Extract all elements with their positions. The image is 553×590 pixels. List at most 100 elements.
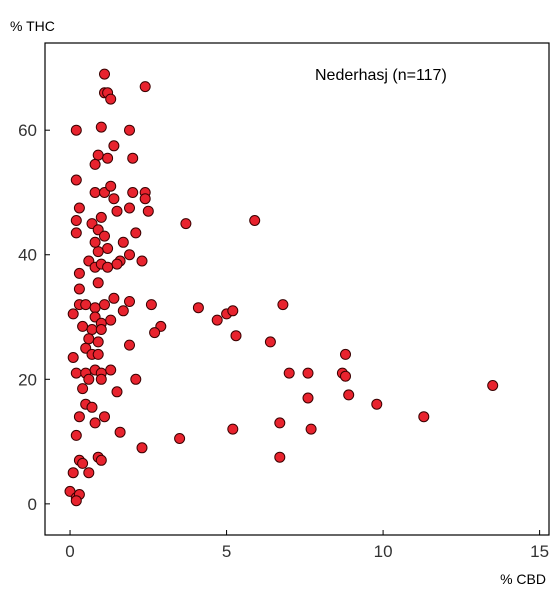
data-point [70,429,82,441]
data-point [108,140,120,152]
data-point [70,495,82,507]
data-point [92,246,104,258]
data-point [92,348,104,360]
x-axis-label: % CBD [500,571,546,587]
data-point [92,336,104,348]
data-point [95,324,107,335]
data-point [73,283,85,295]
x-tick-label: 15 [530,542,549,561]
data-point [108,193,120,205]
data-point [67,308,79,320]
x-tick-label: 0 [65,542,74,561]
data-point [99,230,110,242]
data-point [139,81,151,93]
data-point [83,467,95,479]
data-point [127,187,139,198]
data-point [99,411,110,423]
data-point [136,255,148,267]
data-point [70,227,82,239]
data-point [136,442,148,454]
data-point [117,305,129,317]
data-point [92,277,104,289]
data-point [105,180,117,192]
data-point [73,202,85,214]
data-point [73,411,85,423]
data-point [102,261,114,273]
data-point [83,373,95,385]
data-point [89,158,101,170]
data-point [95,121,107,133]
data-point [111,386,123,398]
data-point [83,333,95,345]
data-point [227,423,239,435]
data-point [117,236,129,248]
data-point [111,205,123,217]
data-point [139,193,151,205]
data-point [302,367,314,379]
data-point [95,454,107,466]
data-point [274,451,286,463]
data-point [70,174,82,186]
data-point [487,380,499,391]
data-point [99,68,110,80]
data-point [102,243,114,254]
data-point [124,124,135,136]
data-point [274,417,286,429]
data-point [89,236,101,248]
data-point [77,383,89,395]
data-point [89,417,101,429]
data-point [264,336,276,348]
data-point [86,324,98,335]
data-point [105,93,117,105]
data-point [102,152,114,164]
series-annotation: Nederhasj (n=117) [315,67,447,84]
data-point [124,339,135,351]
data-point [340,370,351,382]
data-point [70,124,82,136]
data-point [180,218,192,230]
data-point [130,373,142,385]
data-point [277,299,289,311]
data-point [127,152,139,164]
x-tick-label: 5 [222,542,231,561]
y-tick-label: 40 [18,246,37,265]
data-point [70,215,82,226]
x-tick-label: 10 [374,542,393,561]
data-point [89,302,101,314]
data-point [77,457,89,469]
data-point [92,149,104,161]
data-point [211,314,223,326]
data-point [105,364,117,376]
data-point [73,267,85,279]
data-point [371,398,383,410]
data-point [227,305,239,317]
data-point [67,467,79,479]
data-point [89,187,101,198]
data-point [192,302,204,314]
data-point [70,367,82,379]
data-point [249,215,261,226]
data-point [114,426,126,438]
axis-ticks: 0 5 10 15 0 20 40 60 [18,121,549,561]
data-point [343,389,355,401]
data-point [77,320,89,332]
data-point [80,299,92,311]
data-point [105,314,117,326]
data-point [86,401,98,413]
data-point [230,330,242,342]
data-point [305,423,317,435]
data-point [302,392,314,404]
data-point [174,433,186,444]
data-point [108,292,120,304]
data-point [124,296,135,307]
data-point [124,202,135,214]
data-point [99,299,110,311]
data-point [149,327,161,339]
data-points [64,68,499,507]
data-point [145,299,157,311]
data-point [111,258,123,270]
data-point [418,411,430,423]
y-tick-label: 20 [18,370,37,389]
data-point [130,227,142,239]
